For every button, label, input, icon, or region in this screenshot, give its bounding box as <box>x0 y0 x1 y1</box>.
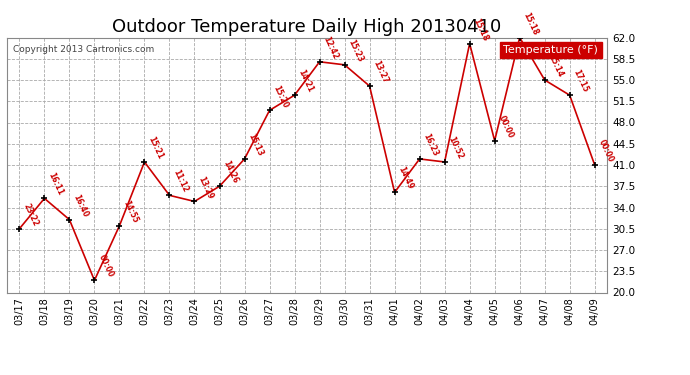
Text: 15:14: 15:14 <box>546 53 565 79</box>
Text: 15:23: 15:23 <box>346 38 365 64</box>
Text: Temperature (°F): Temperature (°F) <box>503 45 598 55</box>
Text: Copyright 2013 Cartronics.com: Copyright 2013 Cartronics.com <box>13 45 154 54</box>
Text: 15:13: 15:13 <box>246 132 265 158</box>
Text: 16:40: 16:40 <box>72 193 90 218</box>
Text: 15:21: 15:21 <box>146 135 165 161</box>
Text: 13:29: 13:29 <box>197 174 215 200</box>
Text: 00:00: 00:00 <box>497 114 515 140</box>
Text: 10:52: 10:52 <box>446 135 465 161</box>
Text: 14:26: 14:26 <box>221 159 240 185</box>
Text: 00:00: 00:00 <box>597 138 615 164</box>
Text: 13:27: 13:27 <box>372 59 390 85</box>
Text: 15:18: 15:18 <box>472 17 490 42</box>
Text: 12:42: 12:42 <box>322 35 340 61</box>
Text: 15:20: 15:20 <box>272 84 290 109</box>
Title: Outdoor Temperature Daily High 20130410: Outdoor Temperature Daily High 20130410 <box>112 18 502 36</box>
Text: 16:23: 16:23 <box>422 132 440 158</box>
Text: 14:55: 14:55 <box>121 199 139 225</box>
Text: 16:11: 16:11 <box>46 171 65 197</box>
Text: 00:00: 00:00 <box>97 254 115 279</box>
Text: 23:22: 23:22 <box>21 202 40 228</box>
Text: 11:12: 11:12 <box>172 168 190 194</box>
Text: 17:15: 17:15 <box>572 68 590 94</box>
Text: 15:18: 15:18 <box>522 10 540 36</box>
Text: 14:21: 14:21 <box>297 68 315 94</box>
Text: 14:49: 14:49 <box>397 165 415 191</box>
